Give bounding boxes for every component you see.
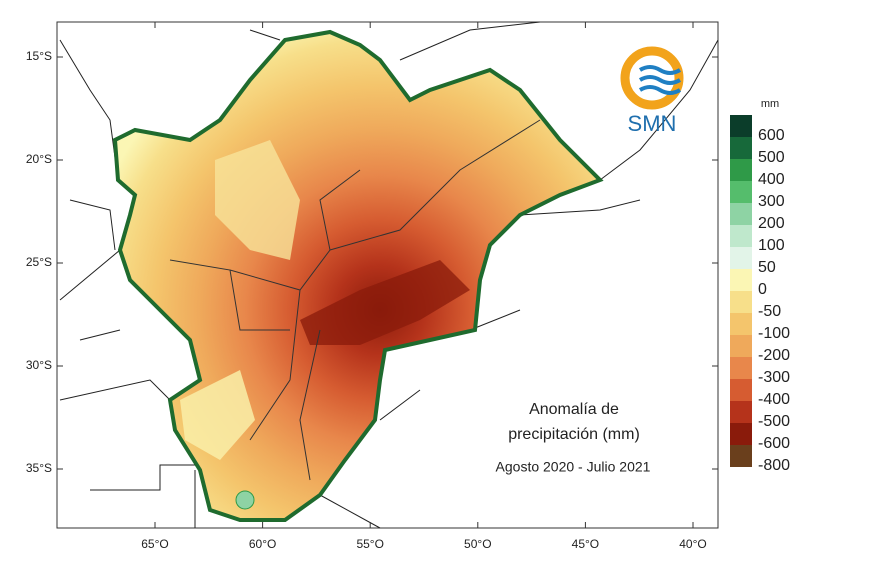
legend-swatch	[730, 291, 752, 313]
legend-unit: mm	[761, 98, 779, 110]
legend-label: -50	[758, 303, 781, 320]
legend-label: -600	[758, 435, 790, 452]
legend-swatch	[730, 313, 752, 335]
borders	[59, 21, 719, 529]
legend-swatch	[730, 269, 752, 291]
legend-swatch	[730, 445, 752, 467]
legend-label: 200	[758, 215, 785, 232]
legend-label: -200	[758, 347, 790, 364]
legend-swatch	[730, 137, 752, 159]
dry-zone-light	[180, 370, 255, 460]
title-line: Anomalía de	[529, 401, 619, 418]
logo-waves	[638, 65, 682, 95]
dry-zone-light	[215, 140, 300, 260]
legend-swatch	[730, 401, 752, 423]
legend-swatch	[730, 159, 752, 181]
legend-label: 0	[758, 281, 767, 298]
legend-swatch	[730, 115, 752, 137]
legend-label: 600	[758, 127, 785, 144]
legend-label: -500	[758, 413, 790, 430]
lon-label: 65°O	[141, 537, 168, 551]
legend-label: 400	[758, 171, 785, 188]
legend-swatch	[730, 423, 752, 445]
logo: SMN	[620, 46, 684, 136]
legend-label: 50	[758, 259, 776, 276]
lat-label: 30°S	[26, 358, 52, 372]
lat-label: 35°S	[26, 461, 52, 475]
legend-swatch	[730, 357, 752, 379]
legend-label: 500	[758, 149, 785, 166]
core-deficit	[300, 260, 470, 345]
title-line: precipitación (mm)	[508, 426, 640, 443]
logo-text: SMN	[628, 111, 677, 136]
legend-swatch	[730, 379, 752, 401]
lon-label: 40°O	[679, 537, 706, 551]
lon-label: 60°O	[249, 537, 276, 551]
lon-label: 55°O	[356, 537, 383, 551]
legend-swatch	[730, 247, 752, 269]
lon-label: 50°O	[464, 537, 491, 551]
legend-label: -300	[758, 369, 790, 386]
legend-label: -100	[758, 325, 790, 342]
period: Agosto 2020 - Julio 2021	[496, 459, 651, 475]
legend-label: 300	[758, 193, 785, 210]
lat-label: 20°S	[26, 152, 52, 166]
legend-swatch	[730, 225, 752, 247]
legend-label: -400	[758, 391, 790, 408]
ticks: 15°S 20°S 25°S 30°S 35°S 65°O 60°O 55°O 50°O 45°O…	[26, 22, 718, 551]
legend-swatch	[730, 181, 752, 203]
legend-swatch	[730, 203, 752, 225]
logo-ring	[620, 46, 684, 110]
wet-spot	[235, 490, 255, 510]
lat-label: 15°S	[26, 49, 52, 63]
legend-label: -800	[758, 457, 790, 474]
internal-borders	[169, 119, 541, 481]
lat-label: 25°S	[26, 255, 52, 269]
legend-swatch	[730, 335, 752, 357]
legend: 600500400300200100500-50-100-200-300-400…	[730, 115, 790, 474]
legend-label: 100	[758, 237, 785, 254]
lon-label: 45°O	[572, 537, 599, 551]
